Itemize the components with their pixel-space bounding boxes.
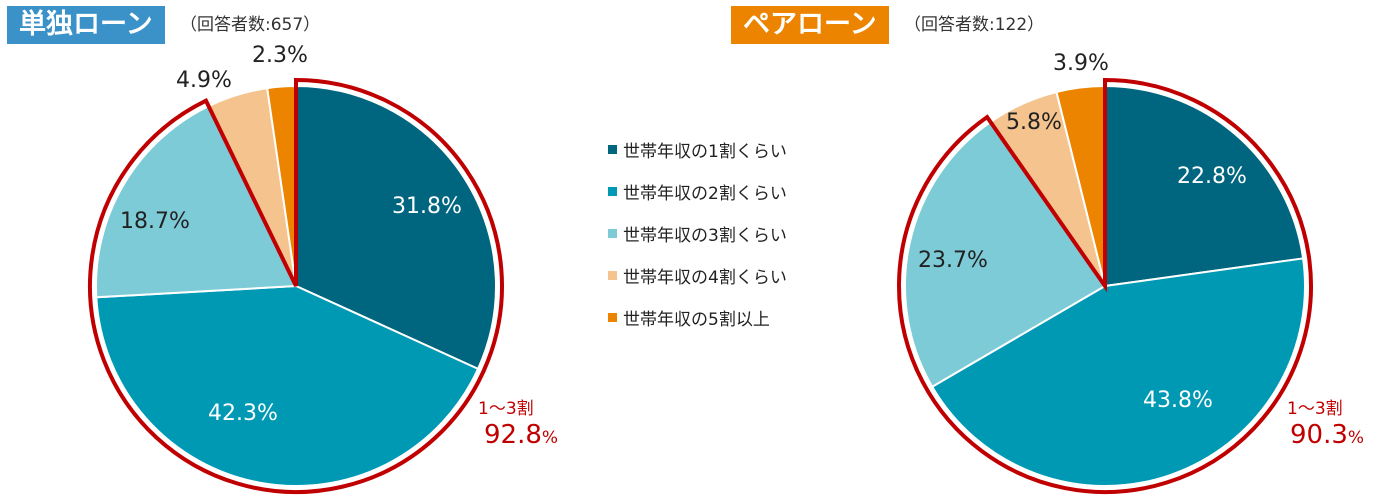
legend: 世帯年収の1割くらい 世帯年収の2割くらい 世帯年収の3割くらい 世帯年収の4割… bbox=[608, 128, 787, 338]
pie-slice-1 bbox=[1104, 84, 1305, 288]
pie-slice-1 bbox=[295, 84, 497, 371]
respondent-count-solo-loan: （回答者数:657） bbox=[180, 15, 321, 35]
legend-swatch bbox=[608, 312, 617, 322]
highlight-outline bbox=[897, 77, 1313, 494]
annotation-label-pair-loan: 1～3割 bbox=[1287, 399, 1343, 419]
pie-slice-3 bbox=[904, 120, 1107, 389]
slice-value-label: 43.8% bbox=[1143, 388, 1213, 413]
slice-value-label: 3.9% bbox=[1053, 51, 1109, 76]
legend-item: 世帯年収の2割くらい bbox=[608, 170, 787, 212]
legend-swatch bbox=[608, 144, 617, 154]
annotation-value-pair-loan: 90.3 bbox=[1290, 420, 1348, 450]
pie-slice-2 bbox=[930, 257, 1306, 487]
slice-value-label: 31.8% bbox=[392, 194, 462, 219]
annotation-pair-loan: 1～3割 90.3% bbox=[1287, 399, 1364, 450]
pie-chart-pair-loan: 22.8% 43.8% 23.7% 5.8% 3.9% bbox=[897, 51, 1313, 494]
slice-value-label: 2.3% bbox=[252, 43, 308, 68]
slice-value-label: 22.8% bbox=[1177, 164, 1247, 189]
respondent-count-pair-loan: （回答者数:122） bbox=[904, 15, 1045, 35]
legend-label: 世帯年収の5割以上 bbox=[623, 309, 770, 330]
legend-item: 世帯年収の4割くらい bbox=[608, 254, 787, 296]
legend-item: 世帯年収の5割以上 bbox=[608, 296, 787, 338]
chart-title-pair-loan: ペアローン bbox=[731, 6, 889, 44]
annotation-total-pair-loan: 90.3% bbox=[1290, 420, 1364, 450]
pie-slice-3 bbox=[95, 104, 298, 299]
slice-value-label: 18.7% bbox=[120, 209, 190, 234]
annotation-solo-loan: 1～3割 92.8% bbox=[478, 399, 558, 450]
legend-label: 世帯年収の2割くらい bbox=[623, 183, 787, 204]
legend-label: 世帯年収の3割くらい bbox=[623, 225, 787, 246]
annotation-unit-solo-loan: % bbox=[542, 428, 558, 448]
slice-value-label: 23.7% bbox=[918, 248, 988, 273]
pie-chart-solo-loan: 31.8% 42.3% 18.7% 4.9% 2.3% bbox=[88, 43, 504, 494]
legend-label: 世帯年収の4割くらい bbox=[623, 267, 787, 288]
legend-item: 世帯年収の3割くらい bbox=[608, 212, 787, 254]
legend-swatch bbox=[608, 228, 617, 238]
legend-swatch bbox=[608, 186, 617, 196]
annotation-value-solo-loan: 92.8 bbox=[484, 420, 542, 450]
legend-item: 世帯年収の1割くらい bbox=[608, 128, 787, 170]
annotation-total-solo-loan: 92.8% bbox=[484, 420, 558, 450]
annotation-unit-pair-loan: % bbox=[1348, 428, 1364, 448]
slice-value-label: 4.9% bbox=[176, 68, 232, 93]
pie-slice-2 bbox=[95, 284, 480, 487]
chart-title-solo-loan: 単独ローン bbox=[7, 6, 165, 44]
highlight-outline bbox=[88, 77, 504, 494]
legend-label: 世帯年収の1割くらい bbox=[623, 141, 787, 162]
slice-value-label: 42.3% bbox=[208, 401, 278, 426]
legend-swatch bbox=[608, 270, 617, 280]
annotation-label-solo-loan: 1～3割 bbox=[478, 399, 534, 419]
slice-value-label: 5.8% bbox=[1006, 110, 1062, 135]
